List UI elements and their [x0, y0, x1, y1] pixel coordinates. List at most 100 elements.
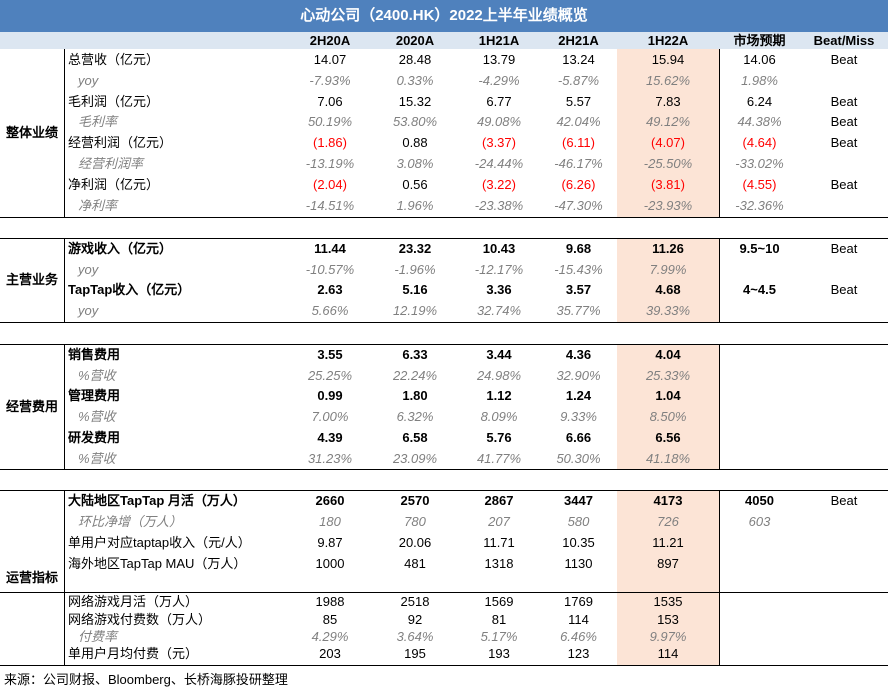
table-cell: 4.04: [655, 347, 681, 362]
table-cell: 53.80%: [392, 114, 438, 130]
column-header: 1H21A: [478, 33, 520, 48]
table-cell: -10.57%: [305, 261, 355, 277]
table-cell: 780: [404, 514, 426, 529]
table-cell: 50.30%: [556, 450, 601, 466]
table-row: %营收 7.00% 6.32% 8.09% 9.33% 8.50%: [0, 406, 888, 427]
column-header: 2020A: [395, 33, 435, 48]
row-label: 总营收（亿元）: [68, 52, 160, 67]
table-cell: 1000: [315, 556, 345, 571]
table-cell: 35.77%: [556, 302, 601, 318]
table-row: 环比净增（万人） 180 780 207 580 726 603: [0, 511, 888, 532]
section-divider: [0, 344, 888, 345]
table-cell: (2.04): [313, 176, 347, 192]
section-divider: [0, 322, 888, 323]
table-cell: 603: [748, 514, 771, 529]
table-row: 总营收（亿元） 14.07 28.48 13.79 13.24 15.94 14.06 Bea…: [0, 49, 888, 70]
section-label: 整体业绩: [5, 125, 58, 140]
table-cell: 10.35: [562, 535, 595, 550]
table-cell: 3.64%: [396, 629, 434, 644]
table-row: 大陆地区TapTap 月活（万人） 2660 2570 2867 3447 4173 405…: [0, 490, 888, 511]
table-cell: 3.44: [486, 347, 512, 362]
table-cell: 22.24%: [392, 367, 438, 383]
table-cell: -4.29%: [478, 72, 520, 88]
table-cell: Beat: [830, 282, 858, 297]
table-cell: 1769: [564, 594, 593, 609]
row-label: 毛利率: [78, 114, 118, 130]
table-row: 经营利润（亿元） (1.86) 0.88 (3.37) (6.11) (4.07) (4.6…: [0, 132, 888, 153]
table-row: TapTap收入（亿元） 2.63 5.16 3.36 3.57 4.68 4~4.5 Bea…: [0, 279, 888, 300]
table-cell: Beat: [830, 493, 858, 508]
table-cell: 39.33%: [645, 302, 691, 318]
table-cell: 193: [488, 646, 510, 661]
table-cell: 12.19%: [392, 302, 438, 318]
table-cell: 20.06: [398, 535, 432, 550]
table-cell: 11.71: [483, 535, 515, 550]
column-divider: [719, 238, 720, 322]
1h22a-highlight: [617, 238, 719, 322]
table-cell: 123: [567, 646, 590, 661]
table-cell: 4.39: [317, 429, 343, 445]
table-cell: 32.74%: [476, 302, 522, 318]
table-cell: -25.50%: [643, 156, 693, 171]
table-cell: 1.96%: [396, 197, 434, 213]
1h22a-highlight: [617, 49, 719, 217]
table-cell: 5.76: [486, 429, 512, 445]
row-label: 经营利润率: [78, 156, 144, 171]
table-cell: 7.00%: [311, 409, 349, 425]
table-cell: 81: [491, 612, 507, 627]
table-row: 净利润（亿元） (2.04) 0.56 (3.22) (6.26) (3.81) (4.55…: [0, 174, 888, 195]
row-label: 净利润（亿元）: [68, 176, 160, 192]
table-cell: 0.99: [317, 388, 343, 404]
table-cell: 153: [657, 612, 679, 627]
table-cell: 11.26: [652, 241, 684, 256]
table-cell: -7.93%: [309, 72, 351, 88]
section-label: 主营业务: [5, 272, 58, 287]
table-cell: -12.17%: [474, 261, 524, 277]
table-row: 网络游戏付费数（万人） 85 92 81 114 153: [0, 611, 888, 628]
table-row: 游戏收入（亿元） 11.44 23.32 10.43 9.68 11.26 9.5~10 Be…: [0, 238, 888, 259]
table-cell: 49.12%: [645, 114, 691, 130]
table-cell: 23.09%: [392, 450, 438, 466]
table-cell: 207: [488, 514, 510, 529]
table-cell: 203: [319, 646, 341, 661]
table-cell: (3.22): [482, 176, 516, 192]
table-cell: 9.87: [317, 535, 343, 550]
table-row: %营收 31.23% 23.09% 41.77% 50.30% 41.18%: [0, 448, 888, 469]
column-divider: [719, 49, 720, 217]
table-row: 销售费用 3.55 6.33 3.44 4.36 4.04: [0, 344, 888, 365]
table-cell: 580: [567, 514, 590, 529]
table-cell: (4.64): [742, 135, 777, 151]
table-cell: 28.48: [398, 52, 432, 67]
table-cell: 5.16: [402, 282, 428, 297]
table-cell: -1.96%: [394, 261, 436, 277]
table-cell: 6.58: [402, 429, 428, 445]
table-title: 心动公司（2400.HK）2022上半年业绩概览: [0, 0, 888, 32]
table-cell: 6.46%: [560, 629, 597, 644]
table-cell: -33.02%: [735, 156, 784, 171]
table-cell: -23.38%: [474, 197, 524, 213]
table-cell: 32.90%: [556, 367, 601, 383]
column-divider: [64, 490, 65, 665]
table-row: yoy 5.66% 12.19% 32.74% 35.77% 39.33%: [0, 300, 888, 321]
table-cell: -14.51%: [305, 197, 355, 213]
table-cell: 8.50%: [649, 409, 687, 425]
table-cell: (4.07): [651, 135, 685, 151]
section-divider: [0, 217, 888, 218]
table-cell: -23.93%: [643, 197, 693, 213]
table-cell: 92: [407, 612, 423, 627]
table-cell: 6.77: [486, 93, 512, 109]
table-cell: 1318: [484, 556, 514, 571]
table-row: 网络游戏月活（万人） 1988 2518 1569 1769 1535: [0, 593, 888, 610]
table-cell: 4.68: [655, 282, 681, 297]
table-cell: 6.33: [402, 347, 428, 362]
row-label: %营收: [78, 409, 116, 425]
table-row: 毛利润（亿元） 7.06 15.32 6.77 5.57 7.83 6.24 Beat: [0, 91, 888, 112]
column-header: 1H22A: [647, 33, 689, 48]
table-cell: 9.33%: [560, 409, 597, 425]
table-cell: 3.55: [317, 347, 343, 362]
section-label: 运营指标: [5, 570, 58, 585]
table-cell: 2570: [400, 493, 430, 508]
row-label: 网络游戏付费数（万人）: [68, 612, 212, 627]
table-cell: Beat: [830, 176, 858, 192]
table-cell: 195: [404, 646, 426, 661]
